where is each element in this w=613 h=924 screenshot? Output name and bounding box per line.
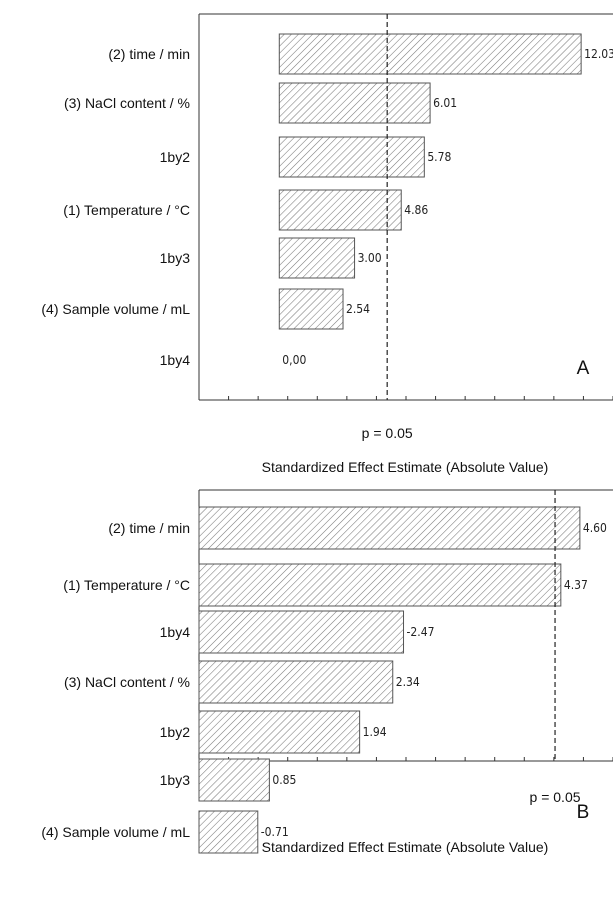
bar [278, 82, 431, 124]
category-label: 1by3 [160, 250, 191, 266]
category-label: 1by3 [160, 772, 191, 788]
value-label: 2.34 [396, 675, 420, 689]
bar [198, 660, 394, 704]
bar [198, 810, 259, 854]
x-axis-title: Standardized Effect Estimate (Absolute V… [262, 839, 549, 855]
panel-letter: A [577, 358, 590, 379]
panel-B: (2) time / min 4.60 (1) Temperature / °C 4.… [41, 489, 613, 855]
bar [198, 563, 562, 607]
bar [278, 288, 344, 330]
value-label: -0.71 [261, 825, 289, 839]
value-label: 4.86 [404, 203, 428, 217]
category-label: (1) Temperature / °C [63, 202, 190, 218]
category-label: (1) Temperature / °C [63, 577, 190, 593]
value-label: 12.03 [584, 47, 613, 61]
category-label: (3) NaCl content / % [64, 95, 190, 111]
category-label: 1by2 [160, 149, 191, 165]
bar [198, 758, 270, 802]
bar [198, 610, 405, 654]
value-label: 3.00 [358, 251, 382, 265]
x-axis-title: Standardized Effect Estimate (Absolute V… [262, 459, 549, 475]
bar [278, 136, 425, 178]
category-label: (2) time / min [108, 46, 190, 62]
bar [198, 506, 581, 550]
value-label: 0.85 [272, 773, 296, 787]
category-label: 1by2 [160, 724, 191, 740]
bar [278, 189, 402, 231]
bar [278, 33, 582, 75]
category-label: (2) time / min [108, 520, 190, 536]
category-label: (4) Sample volume / mL [41, 824, 190, 840]
bar [198, 710, 361, 754]
value-label: 0,00 [282, 353, 306, 367]
bar [278, 237, 356, 279]
threshold-label: p = 0.05 [530, 789, 581, 805]
panel-letter: B [577, 802, 590, 823]
category-label: (4) Sample volume / mL [41, 301, 190, 317]
threshold-label: p = 0.05 [362, 425, 413, 441]
value-label: 1.94 [363, 725, 387, 739]
value-label: 4.60 [583, 521, 607, 535]
value-label: 6.01 [433, 96, 457, 110]
panel-A: (2) time / min 12.03 (3) NaCl content / % 6… [41, 13, 613, 475]
value-label: 4.37 [564, 578, 588, 592]
value-label: 2.54 [346, 302, 370, 316]
value-label: -2.47 [407, 625, 435, 639]
value-label: 5.78 [427, 150, 451, 164]
category-label: 1by4 [160, 352, 191, 368]
category-label: 1by4 [160, 624, 191, 640]
category-label: (3) NaCl content / % [64, 674, 190, 690]
